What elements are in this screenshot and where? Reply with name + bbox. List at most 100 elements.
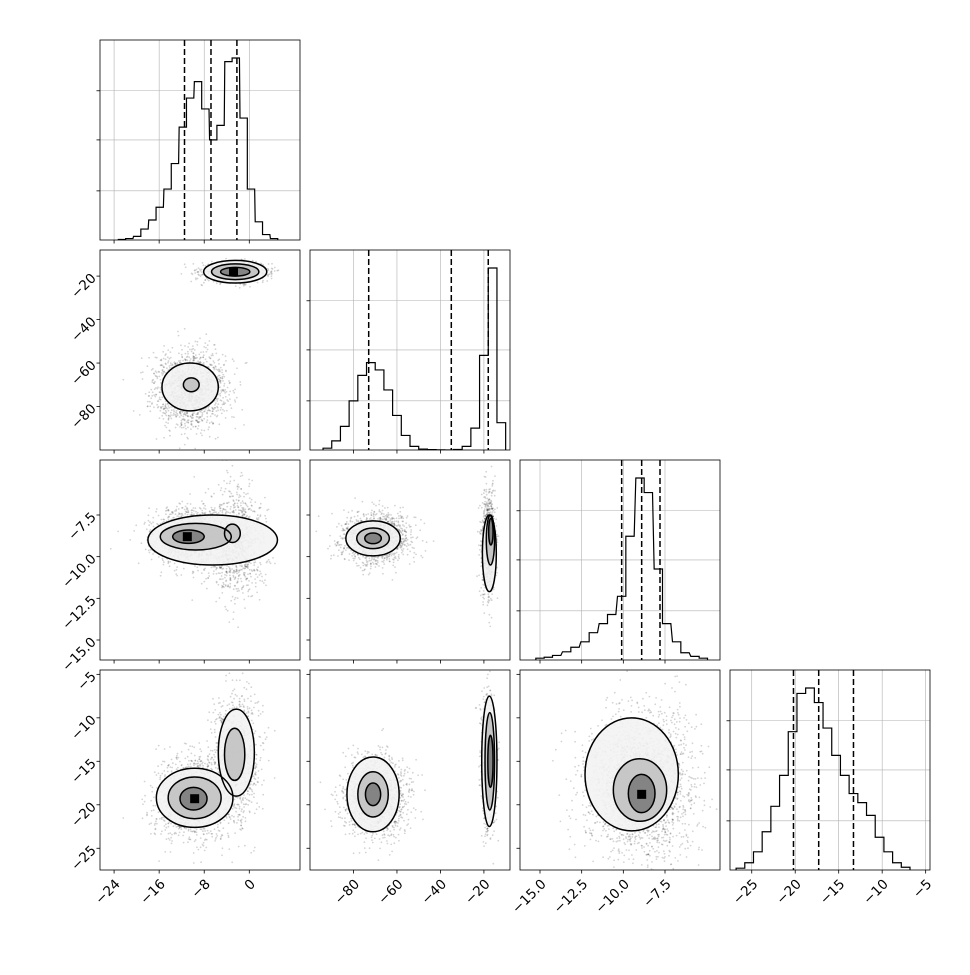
sample-point: [150, 389, 152, 391]
sample-point: [214, 404, 216, 406]
sample-point: [226, 391, 228, 393]
sample-point: [236, 367, 238, 369]
sample-point: [195, 341, 197, 343]
sample-point: [135, 524, 137, 526]
sample-point: [162, 406, 164, 408]
sample-point: [178, 360, 180, 362]
sample-point: [186, 507, 188, 509]
sample-point: [240, 505, 242, 507]
sample-point: [225, 396, 227, 398]
sample-point: [259, 571, 261, 573]
sample-point: [202, 351, 204, 353]
sample-point: [255, 586, 257, 588]
sample-point: [165, 510, 167, 512]
sample-point: [226, 565, 228, 567]
sample-point: [200, 351, 202, 353]
sample-point: [145, 393, 147, 395]
sample-point: [242, 592, 244, 594]
sample-point: [193, 360, 195, 362]
sample-point: [269, 561, 271, 563]
sample-point: [250, 563, 252, 565]
sample-point: [161, 415, 163, 417]
sample-point: [221, 592, 223, 594]
sample-point: [181, 507, 183, 509]
sample-point: [141, 542, 143, 544]
sample-point: [165, 353, 167, 355]
sample-point: [171, 409, 173, 411]
sample-point: [209, 436, 211, 438]
sample-point: [271, 275, 273, 277]
sample-point: [117, 531, 119, 533]
sample-point: [193, 352, 195, 354]
sample-point: [215, 511, 217, 513]
sample-point: [154, 381, 156, 383]
sample-point: [185, 359, 187, 361]
sample-point: [166, 427, 168, 429]
sample-point: [237, 488, 239, 490]
sample-point: [246, 516, 248, 518]
sample-point: [221, 487, 223, 489]
sample-point: [230, 600, 232, 602]
sample-point: [232, 575, 234, 577]
sample-point: [265, 518, 267, 520]
sample-point: [229, 398, 231, 400]
sample-point: [201, 429, 203, 431]
sample-point: [198, 271, 200, 273]
sample-point: [201, 271, 203, 273]
sample-point: [148, 507, 150, 509]
sample-point: [225, 360, 227, 362]
sample-point: [191, 424, 193, 426]
x-tick-label: −10: [860, 876, 891, 907]
sample-point: [240, 495, 242, 497]
sample-point: [226, 568, 228, 570]
sample-point: [207, 344, 209, 346]
sample-point: [247, 567, 249, 569]
sample-point: [208, 488, 210, 490]
sample-point: [195, 279, 197, 281]
sample-point: [152, 379, 154, 381]
sample-point: [184, 420, 186, 422]
sample-point: [210, 567, 212, 569]
sample-point: [251, 499, 253, 501]
sample-point: [150, 397, 152, 399]
sample-point: [163, 518, 165, 520]
sample-point: [165, 422, 167, 424]
sample-point: [232, 596, 234, 598]
sample-point: [252, 260, 254, 262]
sample-point: [206, 361, 208, 363]
sample-point: [200, 416, 202, 418]
sample-point: [206, 413, 208, 415]
sample-point: [219, 393, 221, 395]
sample-point: [244, 576, 246, 578]
sample-point: [229, 575, 231, 577]
sample-point: [229, 512, 231, 514]
sample-point: [236, 492, 238, 494]
sample-point: [225, 371, 227, 373]
sample-point: [251, 582, 253, 584]
sample-point: [177, 331, 179, 333]
sample-point: [146, 528, 148, 530]
sample-point: [200, 432, 202, 434]
sample-point: [219, 375, 221, 377]
sample-point: [183, 568, 185, 570]
sample-point: [222, 354, 224, 356]
sample-point: [175, 416, 177, 418]
sample-point: [151, 523, 153, 525]
sample-point: [147, 365, 149, 367]
sample-point: [241, 472, 243, 474]
sample-point: [210, 415, 212, 417]
sample-point: [233, 611, 235, 613]
sample-point: [169, 416, 171, 418]
sample-point: [271, 268, 273, 270]
sample-point: [237, 503, 239, 505]
sample-point: [149, 401, 151, 403]
sample-point: [226, 483, 228, 485]
sample-point: [196, 344, 198, 346]
sample-point: [248, 485, 250, 487]
sample-point: [192, 426, 194, 428]
sample-point: [196, 566, 198, 568]
sample-point: [221, 377, 223, 379]
sample-point: [179, 426, 181, 428]
sample-point: [196, 416, 198, 418]
sample-point: [151, 395, 153, 397]
